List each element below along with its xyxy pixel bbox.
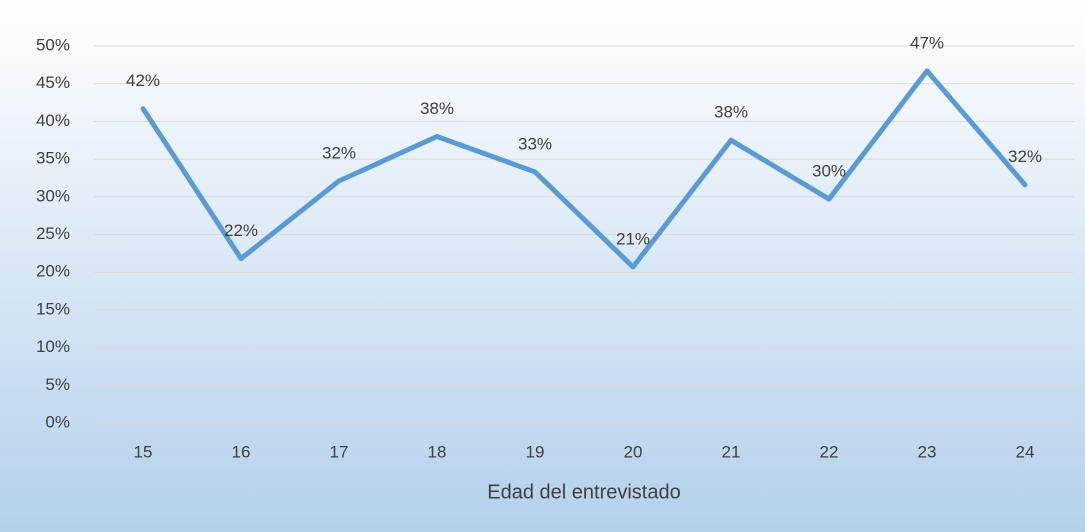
y-tick-label: 45% <box>36 73 70 92</box>
x-tick-label: 17 <box>330 442 349 461</box>
data-label: 32% <box>322 143 356 162</box>
data-label: 33% <box>518 134 552 153</box>
y-tick-label: 15% <box>36 299 70 318</box>
data-label: 21% <box>616 229 650 248</box>
data-label: 22% <box>224 221 258 240</box>
y-tick-label: 10% <box>36 337 70 356</box>
y-tick-label: 50% <box>36 35 70 54</box>
x-tick-label: 22 <box>820 442 839 461</box>
x-axis-title: Edad del entrevistado <box>487 481 680 503</box>
data-label: 38% <box>420 99 454 118</box>
y-tick-label: 20% <box>36 262 70 281</box>
data-label: 32% <box>1008 147 1042 166</box>
data-label: 47% <box>910 33 944 52</box>
y-tick-label: 35% <box>36 149 70 168</box>
y-tick-label: 30% <box>36 186 70 205</box>
y-tick-label: 5% <box>45 375 70 394</box>
y-tick-label: 40% <box>36 111 70 130</box>
y-tick-label: 0% <box>45 412 70 431</box>
y-tick-label: 25% <box>36 224 70 243</box>
data-label: 30% <box>812 162 846 181</box>
x-tick-label: 18 <box>428 442 447 461</box>
x-tick-label: 24 <box>1016 442 1035 461</box>
x-tick-label: 16 <box>232 442 251 461</box>
x-tick-label: 23 <box>918 442 937 461</box>
x-tick-label: 21 <box>722 442 741 461</box>
x-tick-label: 19 <box>526 442 545 461</box>
x-tick-label: 20 <box>624 442 643 461</box>
data-label: 42% <box>126 71 160 90</box>
data-line <box>140 68 1028 270</box>
x-tick-label: 15 <box>134 442 153 461</box>
data-label: 38% <box>714 103 748 122</box>
